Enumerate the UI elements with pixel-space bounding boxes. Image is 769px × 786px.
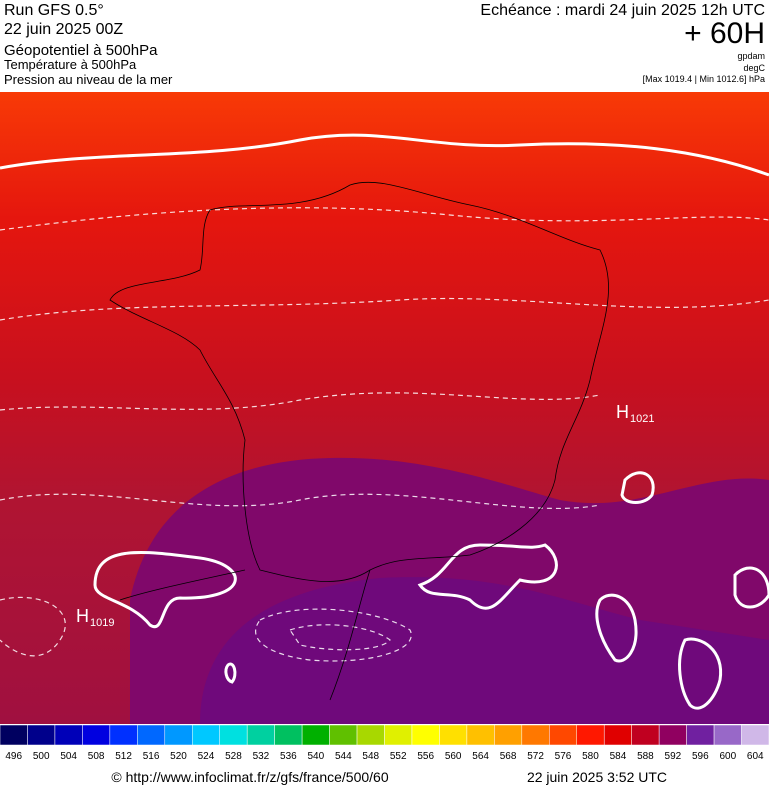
colorbar-label: 600 xyxy=(719,751,736,762)
colorbar-label: 604 xyxy=(747,751,764,762)
colorbar-cell xyxy=(219,724,248,746)
colorbar-label: 516 xyxy=(143,751,160,762)
colorbar-cell xyxy=(466,724,495,746)
colorbar-label: 508 xyxy=(88,751,105,762)
colorbar-cell xyxy=(494,724,523,746)
colorbar-cell xyxy=(521,724,550,746)
colorbar-label: 596 xyxy=(692,751,709,762)
colorbar-label: 528 xyxy=(225,751,242,762)
colorbar-label: 548 xyxy=(362,751,379,762)
unit-label: degC xyxy=(743,63,765,73)
colorbar-label: 536 xyxy=(280,751,297,762)
colorbar-cell xyxy=(356,724,385,746)
unit-label: gpdam xyxy=(737,51,765,61)
colorbar-label: 576 xyxy=(555,751,572,762)
colorbar-cell xyxy=(384,724,413,746)
colorbar-cell xyxy=(192,724,220,746)
source: © http://www.infoclimat.fr/z/gfs/france/… xyxy=(111,769,388,785)
colorbar-cell xyxy=(631,724,660,746)
colorbar-cell xyxy=(549,724,577,746)
isotherm xyxy=(0,392,601,411)
contour xyxy=(417,543,558,610)
field-label: Géopotentiel à 500hPa xyxy=(4,42,158,59)
colorbar-label: 556 xyxy=(417,751,434,762)
isotherm xyxy=(0,207,769,231)
colorbar-cell xyxy=(246,724,275,746)
contour xyxy=(620,471,655,504)
colorbar-label: 524 xyxy=(198,751,215,762)
colorbar-label: 560 xyxy=(445,751,462,762)
colorbar-cell xyxy=(274,724,303,746)
colorbar-label: 588 xyxy=(637,751,654,762)
colorbar-label: 532 xyxy=(253,751,270,762)
contour xyxy=(0,133,769,177)
colorbar-cell xyxy=(82,724,111,746)
purple-region xyxy=(200,577,769,724)
colorbar-cell xyxy=(137,724,166,746)
pressure-symbol: H xyxy=(616,402,629,422)
contour xyxy=(678,637,723,710)
colorbar-label: 568 xyxy=(500,751,517,762)
colorbar-cell xyxy=(164,724,193,746)
pressure-value: 1019 xyxy=(90,617,114,629)
map xyxy=(0,92,769,724)
pressure-range: [Max 1019.4 | Min 1012.6] hPa xyxy=(643,74,765,84)
contour xyxy=(224,662,237,684)
colorbar-cell xyxy=(658,724,687,746)
colorbar-label: 592 xyxy=(665,751,682,762)
contour xyxy=(733,566,769,609)
colorbar-label: 564 xyxy=(472,751,489,762)
isotherm xyxy=(289,624,391,651)
colorbar-cell xyxy=(109,724,138,746)
field-label: Pression au niveau de la mer xyxy=(4,72,173,87)
coastline xyxy=(119,569,371,701)
colorbar-cell xyxy=(54,724,83,746)
colorbar-cell xyxy=(741,724,769,746)
pressure-value: 1021 xyxy=(630,413,654,425)
colorbar-cell xyxy=(576,724,605,746)
forecast-time: Echéance : mardi 24 juin 2025 12h UTC xyxy=(480,2,765,19)
timestamp: 22 juin 2025 3:52 UTC xyxy=(527,769,667,785)
colorbar-label: 512 xyxy=(115,751,132,762)
colorbar: 496 500 504 508 512 516 520 524 528 532 536 540 544 5… xyxy=(0,724,769,762)
contour xyxy=(93,550,237,629)
colorbar-cell xyxy=(411,724,440,746)
colorbar-cell xyxy=(301,724,330,746)
isotherm xyxy=(0,596,66,657)
colorbar-label: 580 xyxy=(582,751,599,762)
colorbar-cell xyxy=(27,724,56,746)
run-date: 22 juin 2025 00Z xyxy=(4,21,123,38)
colorbar-cell xyxy=(0,724,28,746)
isotherm xyxy=(0,493,601,510)
colorbar-cell xyxy=(329,724,358,746)
isotherm xyxy=(255,608,412,662)
colorbar-label: 552 xyxy=(390,751,407,762)
colorbar-cell xyxy=(686,724,715,746)
pressure-symbol: H xyxy=(76,606,89,626)
colorbar-cell xyxy=(713,724,742,746)
colorbar-label: 500 xyxy=(33,751,50,762)
colorbar-label: 540 xyxy=(307,751,324,762)
france-outline xyxy=(109,181,609,582)
run-title: Run GFS 0.5° xyxy=(4,2,104,19)
lead-time: + 60H xyxy=(684,17,765,50)
field-label: Température à 500hPa xyxy=(4,57,137,72)
colorbar-label: 520 xyxy=(170,751,187,762)
contour xyxy=(595,593,638,663)
colorbar-label: 584 xyxy=(610,751,627,762)
isotherm xyxy=(0,297,769,321)
colorbar-cell xyxy=(439,724,468,746)
colorbar-label: 496 xyxy=(5,751,22,762)
colorbar-cell xyxy=(603,724,632,746)
colorbar-label: 544 xyxy=(335,751,352,762)
colorbar-label: 572 xyxy=(527,751,544,762)
colorbar-label: 504 xyxy=(60,751,77,762)
